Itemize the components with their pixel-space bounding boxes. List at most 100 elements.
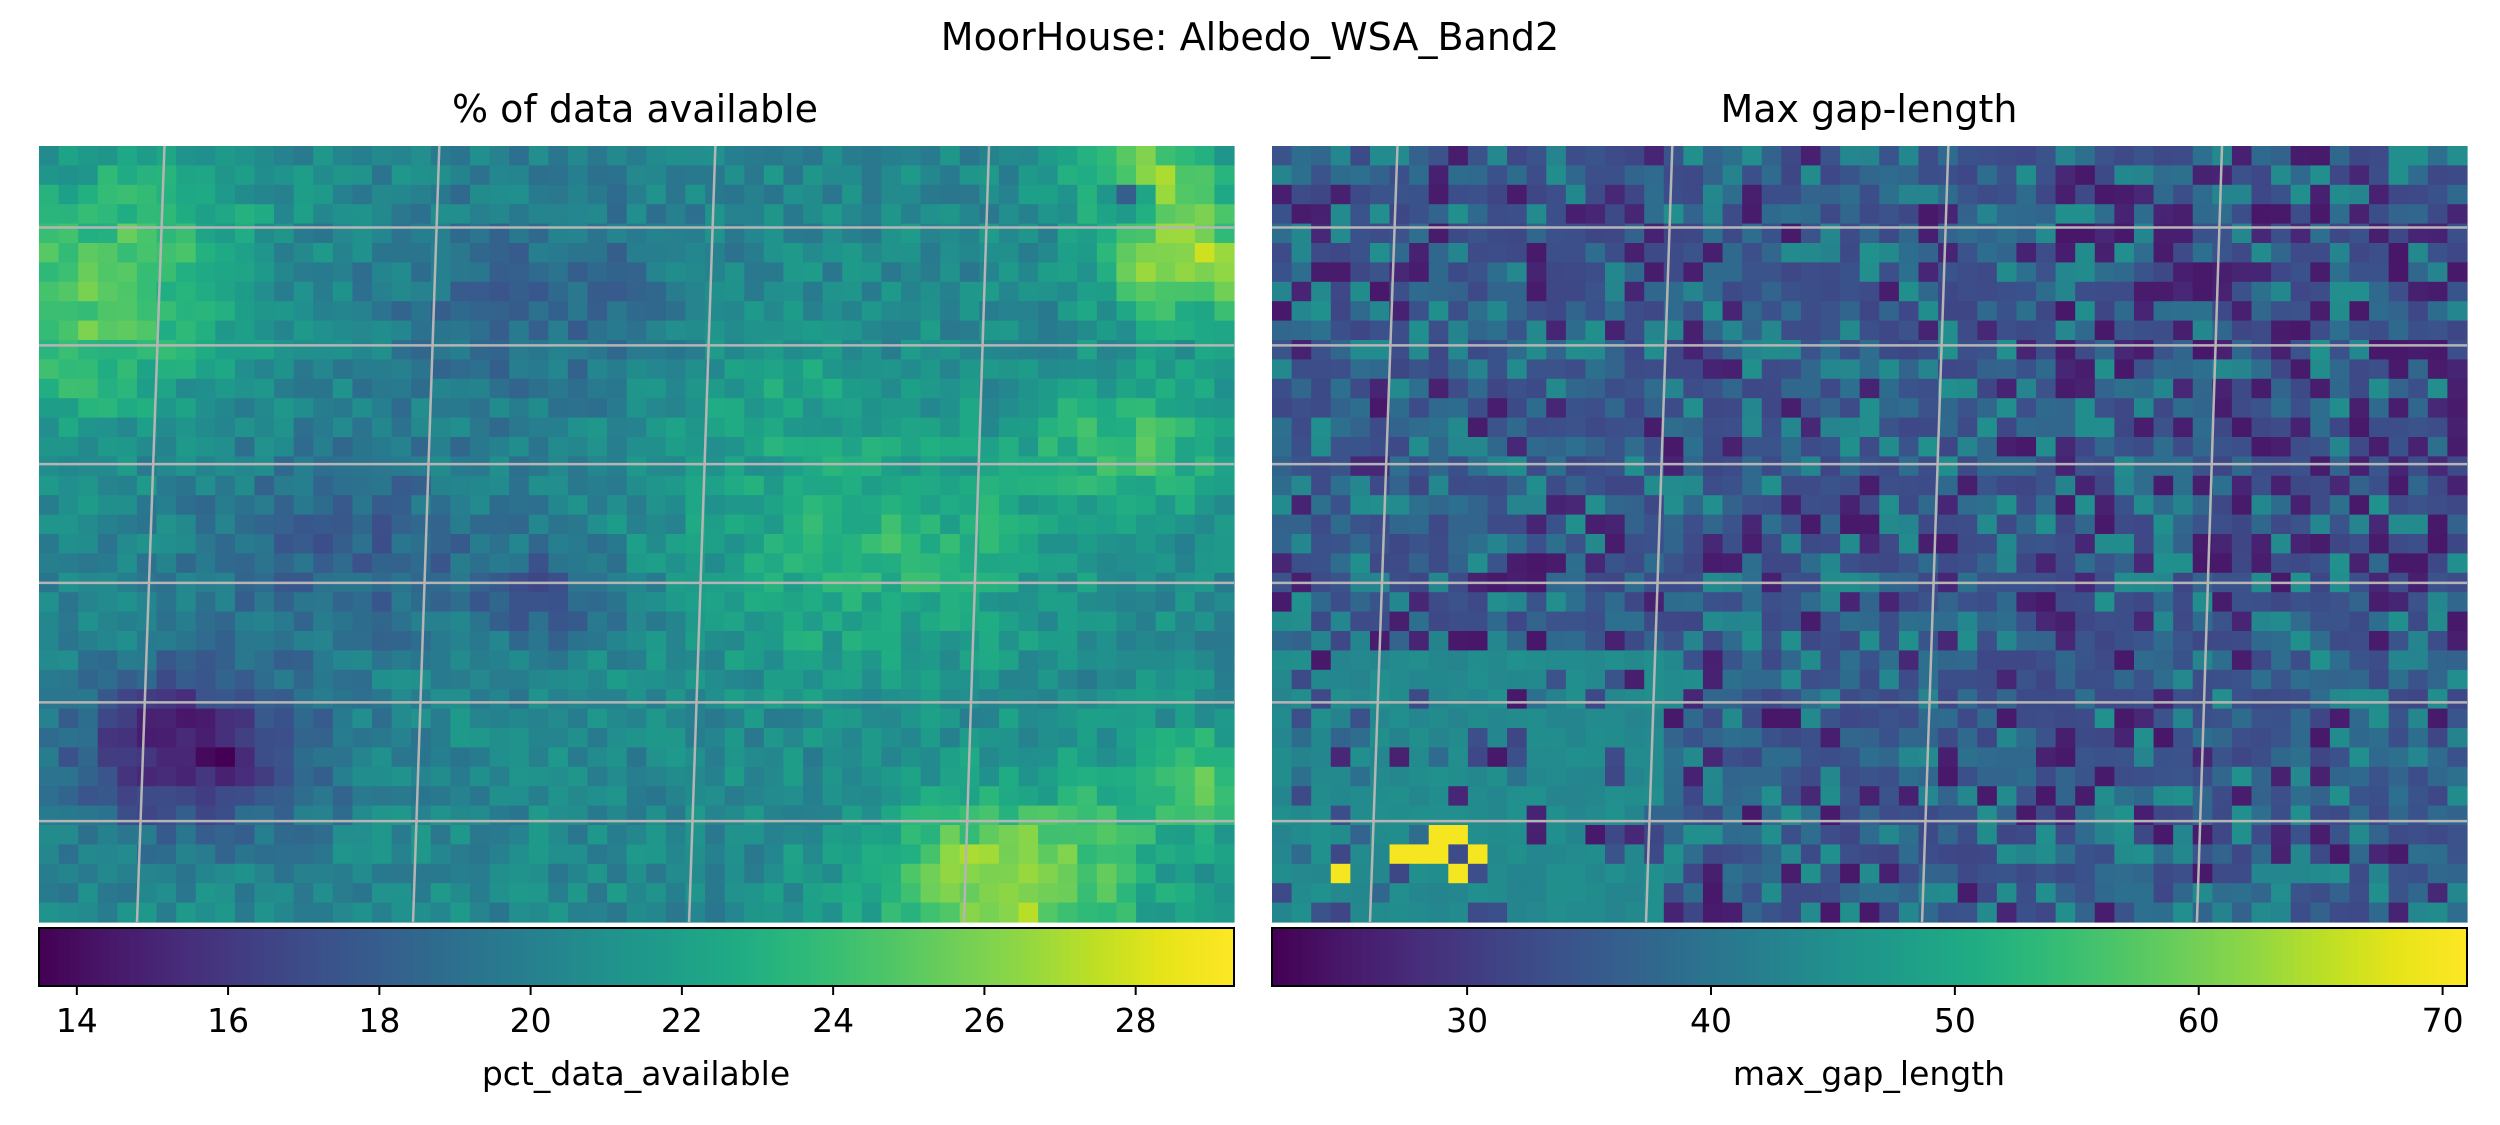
heatmap-cell	[352, 340, 373, 360]
heatmap-cell	[176, 204, 197, 225]
heatmap-cell	[881, 262, 902, 283]
heatmap-cell	[176, 805, 197, 826]
heatmap-cell	[940, 437, 961, 457]
heatmap-cell	[940, 184, 961, 205]
heatmap-cell	[2212, 204, 2233, 225]
colorbar-segment	[691, 928, 698, 986]
heatmap-cell	[450, 883, 471, 904]
heatmap-cell	[2271, 165, 2292, 186]
heatmap-cell	[234, 844, 256, 865]
heatmap-cell	[1057, 689, 1078, 710]
heatmap-cell	[2408, 262, 2429, 283]
heatmap-cell	[1428, 650, 1449, 671]
heatmap-cell	[1938, 825, 1959, 845]
heatmap-cell	[2349, 475, 2370, 496]
heatmap-cell	[1272, 495, 1293, 516]
heatmap-cell	[489, 825, 510, 845]
heatmap-cell	[587, 514, 608, 535]
heatmap-cell	[391, 611, 412, 632]
heatmap-cell	[2153, 398, 2174, 419]
heatmap-cell	[195, 863, 216, 884]
heatmap-cell	[1389, 437, 1410, 457]
heatmap-cell	[1624, 592, 1645, 613]
heatmap-cell	[861, 281, 882, 302]
heatmap-cell	[450, 728, 471, 748]
heatmap-cell	[2329, 281, 2351, 302]
heatmap-cell	[2388, 359, 2409, 380]
heatmap-cell	[1487, 184, 1508, 205]
heatmap-cell	[783, 728, 804, 748]
heatmap-cell	[2251, 766, 2272, 787]
heatmap-cell	[940, 863, 961, 884]
heatmap-cell	[2271, 825, 2292, 845]
heatmap-cell	[1487, 611, 1508, 632]
heatmap-cell	[489, 378, 510, 399]
heatmap-cell	[1781, 592, 1802, 613]
colorbar-segment	[616, 928, 623, 986]
heatmap-cell	[763, 340, 785, 360]
heatmap-cell	[548, 359, 569, 380]
heatmap-cell	[1096, 456, 1118, 477]
heatmap-cell	[372, 611, 393, 632]
heatmap-cell	[352, 650, 373, 671]
heatmap-cell	[1624, 301, 1645, 322]
heatmap-cell	[332, 766, 354, 787]
heatmap-cell	[567, 320, 589, 341]
heatmap-cell	[1389, 650, 1410, 671]
heatmap-cell	[1077, 184, 1098, 205]
heatmap-cell	[1742, 534, 1763, 554]
heatmap-cell	[1077, 883, 1098, 904]
heatmap-cell	[195, 825, 216, 845]
heatmap-cell	[509, 475, 530, 496]
heatmap-cell	[1683, 495, 1704, 516]
heatmap-cell	[2271, 689, 2292, 710]
heatmap-cell	[2114, 204, 2135, 225]
heatmap-cell	[489, 243, 510, 263]
heatmap-cell	[979, 611, 1000, 632]
heatmap-cell	[1761, 766, 1782, 787]
heatmap-cell	[234, 456, 256, 477]
colorbar-segment	[1099, 928, 1106, 986]
heatmap-cell	[1585, 456, 1606, 477]
heatmap-cell	[1428, 281, 1449, 302]
heatmap-cell	[567, 475, 589, 496]
heatmap-cell	[763, 863, 785, 884]
heatmap-cell	[803, 592, 824, 613]
heatmap-cell	[1781, 689, 1802, 710]
heatmap-cell	[430, 650, 451, 671]
heatmap-cell	[97, 631, 118, 651]
heatmap-cell	[763, 398, 785, 419]
heatmap-cell	[293, 669, 314, 690]
heatmap-cell	[1214, 456, 1235, 477]
heatmap-cell	[97, 184, 118, 205]
heatmap-cell	[2369, 301, 2390, 322]
heatmap-cell	[2055, 184, 2076, 205]
heatmap-cell	[352, 825, 373, 845]
heatmap-cell	[391, 243, 412, 263]
heatmap-cell	[2369, 708, 2390, 729]
heatmap-cell	[215, 669, 236, 690]
heatmap-cell	[430, 766, 451, 787]
heatmap-cell	[1136, 534, 1157, 554]
heatmap-cell	[1938, 689, 1959, 710]
heatmap-cell	[626, 495, 647, 516]
heatmap-cell	[2192, 320, 2213, 341]
heatmap-cell	[1605, 592, 1626, 613]
heatmap-cell	[1057, 204, 1078, 225]
heatmap-cell	[528, 165, 549, 186]
heatmap-cell	[352, 514, 373, 535]
heatmap-cell	[1702, 631, 1724, 651]
heatmap-cell	[411, 437, 432, 457]
heatmap-cell	[1038, 708, 1059, 729]
heatmap-cell	[1820, 359, 1841, 380]
heatmap-cell	[156, 165, 177, 186]
heatmap-cell	[626, 398, 647, 419]
heatmap-cell	[313, 320, 334, 341]
heatmap-cell	[2036, 437, 2057, 457]
heatmap-cell	[2271, 631, 2292, 651]
heatmap-cell	[1077, 262, 1098, 283]
heatmap-cell	[489, 262, 510, 283]
heatmap-cell	[763, 883, 785, 904]
heatmap-cell	[1546, 243, 1567, 263]
heatmap-cell	[861, 805, 882, 826]
